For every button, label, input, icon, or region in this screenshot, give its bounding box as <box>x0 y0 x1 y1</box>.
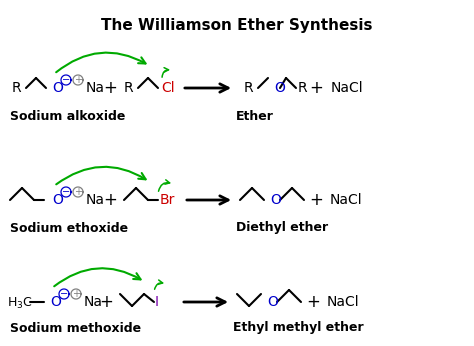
Text: R: R <box>124 81 134 95</box>
Text: Sodium ethoxide: Sodium ethoxide <box>10 221 128 235</box>
Text: O: O <box>52 81 63 95</box>
Text: −: − <box>62 187 70 197</box>
Text: +: + <box>103 191 117 209</box>
Text: O: O <box>270 193 281 207</box>
Text: NaCl: NaCl <box>331 81 364 95</box>
Text: +: + <box>74 187 82 197</box>
Text: +: + <box>74 75 82 85</box>
Text: 3: 3 <box>16 301 22 310</box>
Text: Diethyl ether: Diethyl ether <box>236 221 328 235</box>
Text: +: + <box>99 293 113 311</box>
Text: H: H <box>8 295 18 309</box>
Text: NaCl: NaCl <box>327 295 360 309</box>
Text: O: O <box>267 295 278 309</box>
Text: Na: Na <box>84 295 103 309</box>
Text: Sodium methoxide: Sodium methoxide <box>10 321 141 335</box>
Text: Na: Na <box>86 193 105 207</box>
Text: O: O <box>52 193 63 207</box>
Text: O: O <box>50 295 61 309</box>
Text: Cl: Cl <box>161 81 174 95</box>
Text: +: + <box>72 289 80 299</box>
Text: −: − <box>60 289 68 299</box>
Text: The Williamson Ether Synthesis: The Williamson Ether Synthesis <box>101 18 373 33</box>
Text: Ethyl methyl ether: Ethyl methyl ether <box>233 321 364 335</box>
Text: Na: Na <box>86 81 105 95</box>
Text: +: + <box>103 79 117 97</box>
Text: Sodium alkoxide: Sodium alkoxide <box>10 109 126 122</box>
Text: I: I <box>155 295 159 309</box>
Text: R: R <box>244 81 254 95</box>
Text: +: + <box>309 79 323 97</box>
Text: R: R <box>298 81 308 95</box>
Text: Br: Br <box>160 193 175 207</box>
Text: +: + <box>309 191 323 209</box>
Text: NaCl: NaCl <box>330 193 363 207</box>
Text: O: O <box>274 81 285 95</box>
Text: R: R <box>12 81 22 95</box>
Text: −: − <box>62 75 70 85</box>
Text: C: C <box>22 295 31 309</box>
Text: +: + <box>306 293 320 311</box>
Text: Ether: Ether <box>236 109 274 122</box>
